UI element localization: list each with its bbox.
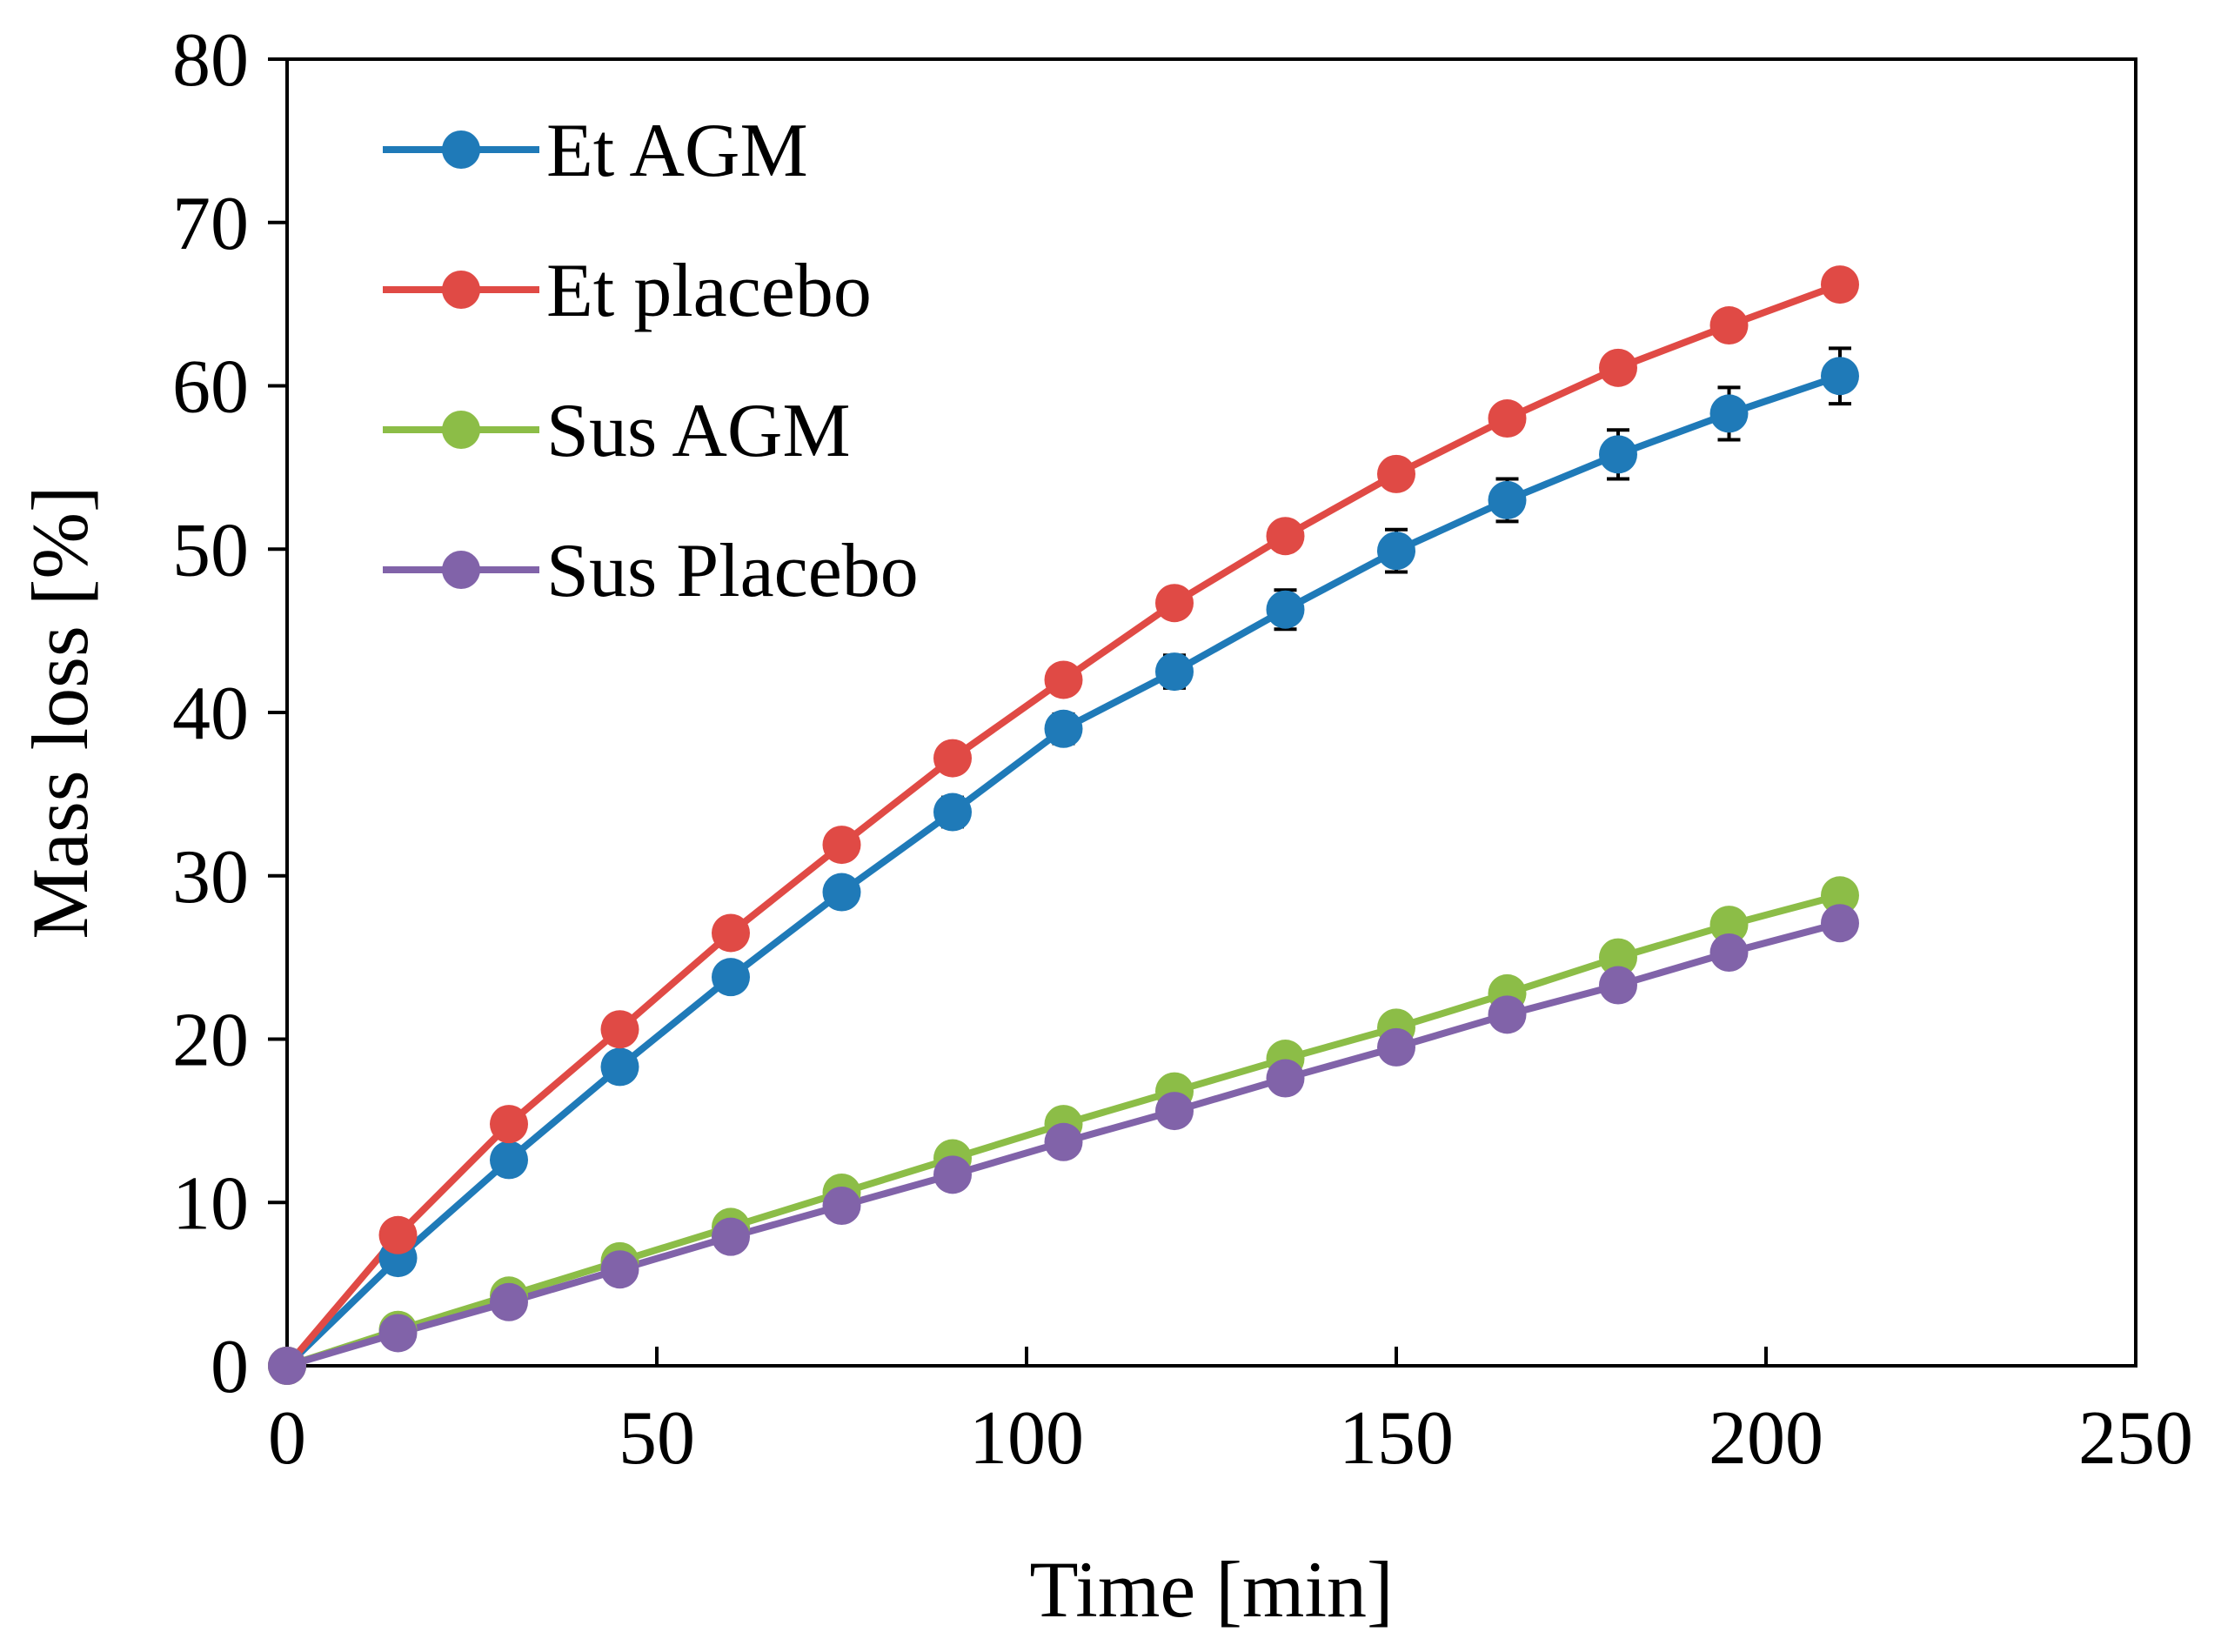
legend-item-et-agm: Et AGM xyxy=(383,109,808,193)
sus-agm-point-14 xyxy=(1821,876,1859,915)
sus-placebo-point-13 xyxy=(1709,933,1749,972)
x-tick-label-100: 100 xyxy=(969,1396,1084,1481)
sus-placebo-point-10 xyxy=(1377,1027,1415,1067)
legend-label-sus-placebo: Sus Placebo xyxy=(546,529,919,613)
sus-placebo-point-0 xyxy=(268,1347,306,1385)
sus-placebo-point-2 xyxy=(490,1282,528,1321)
et-agm-point-12 xyxy=(1599,435,1637,474)
sus-placebo-point-8 xyxy=(1155,1092,1194,1131)
x-tick-label-50: 50 xyxy=(619,1396,695,1481)
et-placebo-point-1 xyxy=(378,1215,418,1254)
y-axis-title: Mass loss [%] xyxy=(16,485,104,939)
et-agm-point-9 xyxy=(1266,590,1305,629)
et-agm-point-7 xyxy=(1044,709,1083,748)
et-placebo-point-5 xyxy=(822,826,861,865)
et-agm-point-2 xyxy=(490,1140,528,1180)
y-tick-label-10: 10 xyxy=(172,1161,249,1246)
sus-placebo-point-12 xyxy=(1599,966,1637,1005)
et-agm-point-13 xyxy=(1709,394,1749,433)
sus-placebo-point-5 xyxy=(822,1187,861,1226)
legend-label-et-agm: Et AGM xyxy=(546,109,808,193)
x-tick-label-0: 0 xyxy=(268,1396,306,1481)
sus-placebo-point-6 xyxy=(933,1155,972,1194)
et-placebo-point-13 xyxy=(1709,306,1749,345)
et-placebo-point-4 xyxy=(712,913,750,953)
legend-item-sus-placebo: Sus Placebo xyxy=(383,529,919,613)
et-agm-point-3 xyxy=(600,1047,639,1087)
et-agm-point-14 xyxy=(1821,357,1859,396)
y-tick-label-80: 80 xyxy=(172,18,249,103)
sus-placebo-point-4 xyxy=(712,1217,750,1256)
x-tick-label-200: 200 xyxy=(1709,1396,1823,1481)
legend: Et AGM Et placebo Sus AGM Sus Placebo xyxy=(383,109,919,613)
et-placebo-point-14 xyxy=(1821,265,1859,304)
et-placebo-point-9 xyxy=(1266,517,1305,556)
sus-placebo-point-9 xyxy=(1266,1059,1305,1098)
et-agm-point-6 xyxy=(933,793,972,832)
sus-agm-point-12 xyxy=(1599,938,1637,977)
legend-label-sus-agm: Sus AGM xyxy=(546,389,851,473)
legend-marker-sus-agm xyxy=(442,411,480,449)
legend-label-et-placebo: Et placebo xyxy=(546,249,872,333)
sus-placebo-point-14 xyxy=(1821,904,1859,943)
et-placebo-point-7 xyxy=(1044,660,1083,699)
data-points xyxy=(268,265,1859,1385)
et-placebo-point-6 xyxy=(933,739,972,778)
legend-item-sus-agm: Sus AGM xyxy=(383,389,851,473)
et-placebo-point-3 xyxy=(600,1010,639,1049)
legend-item-et-placebo: Et placebo xyxy=(383,249,872,333)
x-tick-label-150: 150 xyxy=(1339,1396,1454,1481)
et-placebo-point-8 xyxy=(1155,584,1194,623)
et-agm-point-11 xyxy=(1488,480,1527,519)
et-placebo-point-12 xyxy=(1599,348,1637,387)
y-tick-label-70: 70 xyxy=(172,182,249,266)
y-tick-label-30: 30 xyxy=(172,835,249,920)
et-placebo-point-2 xyxy=(490,1105,528,1144)
axes: 0 10 20 30 40 50 60 70 80 0 50 100 150 200 250 xyxy=(172,18,2193,1481)
et-agm-point-8 xyxy=(1155,652,1194,692)
et-agm-point-10 xyxy=(1377,532,1415,571)
x-axis-title: Time [min] xyxy=(1029,1545,1393,1634)
et-placebo-point-10 xyxy=(1377,454,1415,493)
y-tick-label-50: 50 xyxy=(172,508,249,592)
y-tick-label-60: 60 xyxy=(172,345,249,430)
et-placebo-point-11 xyxy=(1488,399,1527,438)
y-tick-label-0: 0 xyxy=(211,1325,249,1409)
sus-placebo-point-3 xyxy=(600,1250,639,1289)
sus-placebo-point-11 xyxy=(1488,995,1527,1034)
et-agm-point-4 xyxy=(712,958,750,997)
x-tick-label-250: 250 xyxy=(2078,1396,2193,1481)
et-agm-point-5 xyxy=(822,873,861,912)
legend-marker-sus-placebo xyxy=(442,551,480,589)
y-tick-label-20: 20 xyxy=(172,999,249,1083)
legend-marker-et-agm xyxy=(442,130,480,169)
sus-placebo-point-7 xyxy=(1044,1122,1083,1161)
legend-marker-et-placebo xyxy=(442,271,480,309)
sus-agm-point-13 xyxy=(1709,906,1749,945)
sus-placebo-point-1 xyxy=(378,1314,418,1353)
y-tick-label-40: 40 xyxy=(172,672,249,756)
